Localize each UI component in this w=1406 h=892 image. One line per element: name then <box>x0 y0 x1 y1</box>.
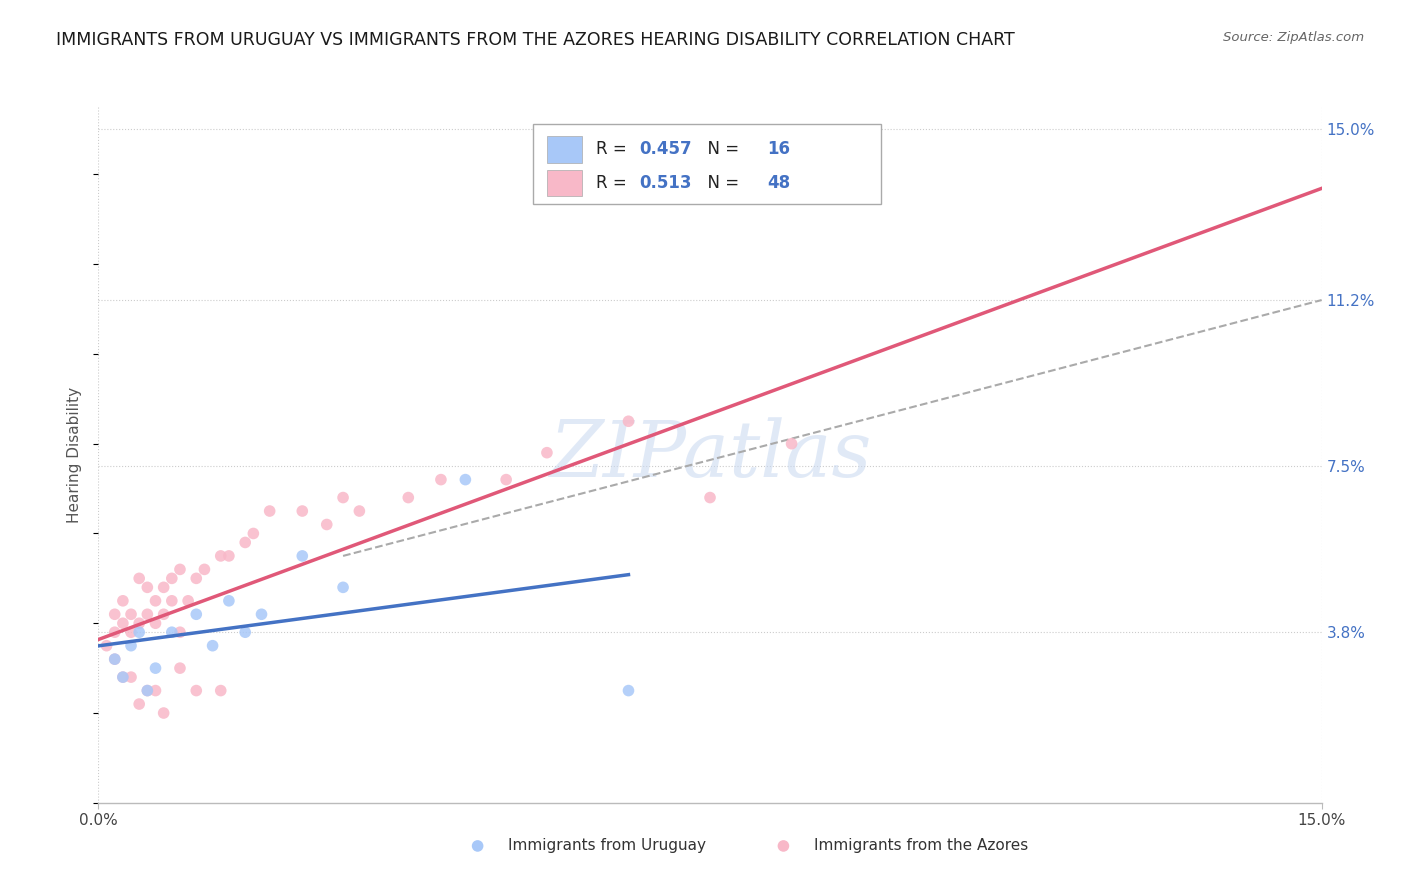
Text: Source: ZipAtlas.com: Source: ZipAtlas.com <box>1223 31 1364 45</box>
Point <box>104 652 127 666</box>
Point <box>136 580 159 594</box>
Text: R =: R = <box>596 140 633 159</box>
Point <box>349 504 371 518</box>
Point <box>186 607 208 622</box>
Point <box>152 580 174 594</box>
Point <box>186 683 208 698</box>
Point <box>120 625 142 640</box>
Point <box>169 625 191 640</box>
Point <box>495 473 517 487</box>
Point <box>111 616 134 631</box>
Point <box>111 670 134 684</box>
Point <box>128 616 150 631</box>
Text: N =: N = <box>696 140 744 159</box>
Point <box>120 670 142 684</box>
Point <box>396 491 419 505</box>
Text: 0.513: 0.513 <box>640 174 692 192</box>
Point <box>259 504 281 518</box>
Point <box>128 625 150 640</box>
Point <box>145 661 167 675</box>
Point <box>218 549 240 563</box>
Point <box>136 607 159 622</box>
Point <box>160 594 183 608</box>
Point <box>291 504 314 518</box>
FancyBboxPatch shape <box>547 136 582 162</box>
Point <box>104 607 127 622</box>
Point <box>128 571 150 585</box>
Point <box>209 683 232 698</box>
Point <box>332 580 354 594</box>
Text: N =: N = <box>696 174 744 192</box>
Point <box>177 594 200 608</box>
Text: 48: 48 <box>768 174 790 192</box>
Text: IMMIGRANTS FROM URUGUAY VS IMMIGRANTS FROM THE AZORES HEARING DISABILITY CORRELA: IMMIGRANTS FROM URUGUAY VS IMMIGRANTS FR… <box>56 31 1015 49</box>
Point <box>536 445 558 459</box>
Point <box>430 473 453 487</box>
Point <box>201 639 224 653</box>
Point <box>186 571 208 585</box>
Point <box>160 625 183 640</box>
Point <box>242 526 264 541</box>
Point <box>128 697 150 711</box>
Point <box>136 683 159 698</box>
Point <box>332 491 354 505</box>
Point <box>104 625 127 640</box>
Point <box>120 639 142 653</box>
Point <box>315 517 337 532</box>
Point <box>145 616 167 631</box>
Point <box>111 670 134 684</box>
Point <box>169 562 191 576</box>
Point <box>250 607 273 622</box>
Point <box>780 436 803 450</box>
Text: Immigrants from the Azores: Immigrants from the Azores <box>814 838 1028 854</box>
Text: Immigrants from Uruguay: Immigrants from Uruguay <box>508 838 706 854</box>
Point <box>193 562 215 576</box>
Point <box>152 607 174 622</box>
Point <box>111 594 134 608</box>
Point <box>233 535 256 549</box>
Text: R =: R = <box>596 174 633 192</box>
Text: 0.457: 0.457 <box>640 140 692 159</box>
Text: ZIPatlas: ZIPatlas <box>548 417 872 493</box>
Point <box>617 683 640 698</box>
FancyBboxPatch shape <box>547 169 582 196</box>
Point <box>454 473 477 487</box>
FancyBboxPatch shape <box>533 124 882 204</box>
Point <box>617 414 640 428</box>
Point <box>169 661 191 675</box>
Point <box>145 683 167 698</box>
Point <box>699 491 721 505</box>
Point <box>209 549 232 563</box>
Text: 16: 16 <box>768 140 790 159</box>
Point <box>96 639 118 653</box>
Point <box>233 625 256 640</box>
Point <box>218 594 240 608</box>
Point <box>291 549 314 563</box>
Y-axis label: Hearing Disability: Hearing Disability <box>67 387 83 523</box>
Point <box>120 607 142 622</box>
Point <box>160 571 183 585</box>
Point <box>104 652 127 666</box>
Point <box>145 594 167 608</box>
Point <box>152 706 174 720</box>
Point <box>136 683 159 698</box>
